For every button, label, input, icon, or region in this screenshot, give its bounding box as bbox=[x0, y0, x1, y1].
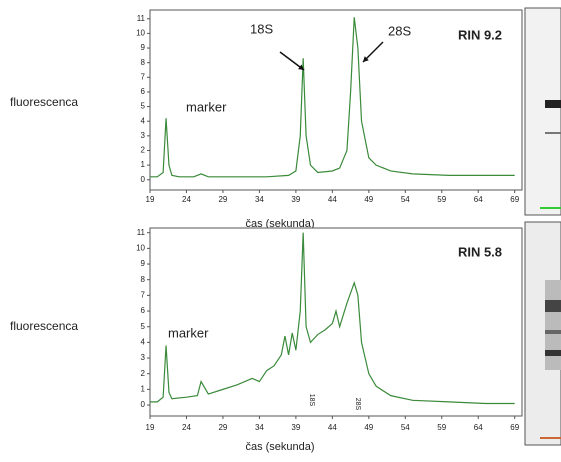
y-tick-label: 4 bbox=[141, 116, 146, 125]
x-tick-label: 19 bbox=[146, 423, 155, 432]
x-tick-label: 64 bbox=[474, 195, 483, 204]
y-tick-label: 6 bbox=[141, 306, 146, 315]
y-tick-label: 1 bbox=[141, 160, 146, 169]
y-tick-label: 7 bbox=[141, 290, 146, 299]
x-tick-label: 24 bbox=[182, 195, 191, 204]
x-tick-label: 49 bbox=[364, 195, 373, 204]
y-tick-label: 7 bbox=[141, 72, 146, 81]
x-tick-label: 34 bbox=[255, 195, 264, 204]
y-tick-label: 1 bbox=[141, 384, 146, 393]
y-tick-label: 9 bbox=[141, 43, 146, 52]
y-axis-label: fluorescenca bbox=[10, 95, 78, 109]
x-tick-label: 69 bbox=[510, 195, 519, 204]
annotation: 28S bbox=[388, 23, 411, 38]
x-tick-label: 29 bbox=[218, 195, 227, 204]
x-tick-label: 59 bbox=[437, 195, 446, 204]
x-tick-label: 29 bbox=[218, 423, 227, 432]
x-axis-label: čas (sekunda) bbox=[245, 441, 314, 453]
rin-label: RIN 9.2 bbox=[458, 27, 502, 42]
y-axis-label: fluorescenca bbox=[10, 319, 78, 333]
x-tick-label: 44 bbox=[328, 195, 337, 204]
x-tick-label: 34 bbox=[255, 423, 264, 432]
y-tick-label: 4 bbox=[141, 337, 146, 346]
x-tick-label: 39 bbox=[291, 195, 300, 204]
x-tick-label: 24 bbox=[182, 423, 191, 432]
y-tick-label: 3 bbox=[141, 353, 146, 362]
y-tick-label: 0 bbox=[141, 175, 146, 184]
x-tick-label: 49 bbox=[364, 423, 373, 432]
y-tick-label: 3 bbox=[141, 131, 146, 140]
annotation: marker bbox=[168, 325, 209, 340]
page: 012345678910111924293439444954596469RIN … bbox=[0, 0, 561, 457]
x-tick-label: 59 bbox=[437, 423, 446, 432]
x-tick-label: 39 bbox=[291, 423, 300, 432]
annotation: marker bbox=[186, 99, 227, 114]
y-tick-label: 10 bbox=[136, 243, 145, 252]
gel-bottom bbox=[525, 222, 561, 445]
y-tick-label: 5 bbox=[141, 322, 146, 331]
y-tick-label: 10 bbox=[136, 29, 145, 38]
rin-label: RIN 5.8 bbox=[458, 244, 502, 259]
x-tick-label: 54 bbox=[401, 195, 410, 204]
y-tick-label: 2 bbox=[141, 146, 146, 155]
x-tick-label: 44 bbox=[328, 423, 337, 432]
y-tick-label: 5 bbox=[141, 102, 146, 111]
annotation: 18S bbox=[308, 394, 315, 407]
x-tick-label: 69 bbox=[510, 423, 519, 432]
gel-top bbox=[525, 8, 561, 215]
x-tick-label: 64 bbox=[474, 423, 483, 432]
y-tick-label: 6 bbox=[141, 87, 146, 96]
y-tick-label: 11 bbox=[137, 14, 146, 23]
y-tick-label: 8 bbox=[141, 58, 146, 67]
y-tick-label: 9 bbox=[141, 259, 146, 268]
y-tick-label: 0 bbox=[141, 400, 146, 409]
x-tick-label: 19 bbox=[146, 195, 155, 204]
annotation: 18S bbox=[250, 21, 273, 36]
x-tick-label: 54 bbox=[401, 423, 410, 432]
y-tick-label: 2 bbox=[141, 369, 146, 378]
annotation: 28S bbox=[354, 398, 361, 411]
y-tick-label: 11 bbox=[137, 228, 146, 237]
y-tick-label: 8 bbox=[141, 275, 146, 284]
